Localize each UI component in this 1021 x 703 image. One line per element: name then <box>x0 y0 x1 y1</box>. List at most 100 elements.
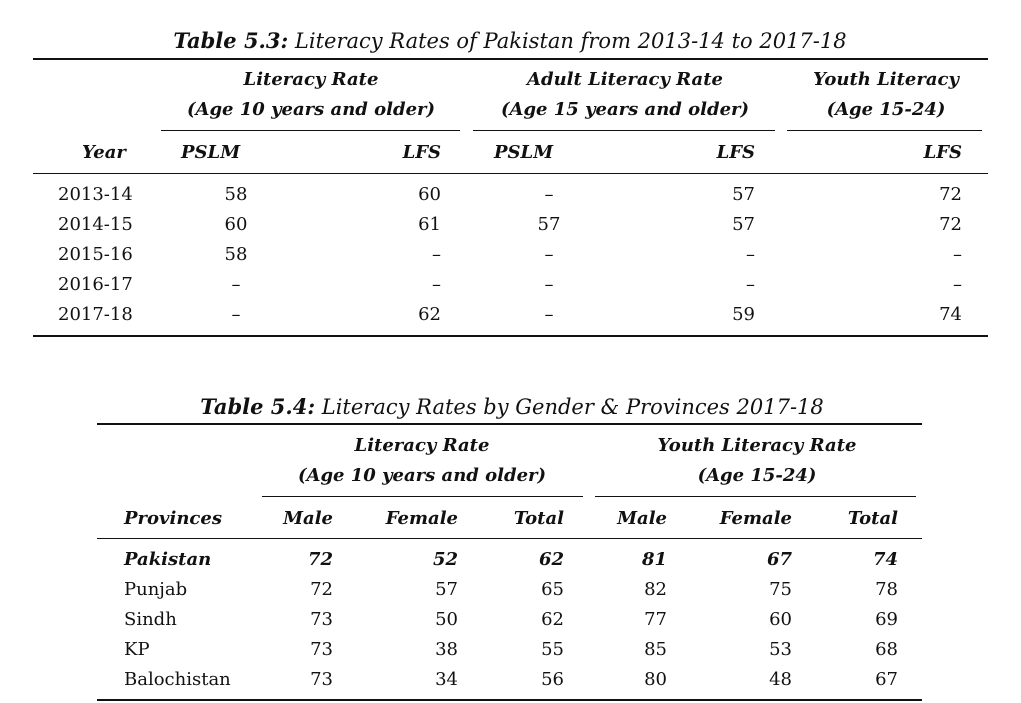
group-rule-youth <box>595 496 916 497</box>
group-subheader-youth-literacy-rate: (Age 15-24) <box>697 465 817 486</box>
cell-value: 62 <box>418 304 441 325</box>
bottom-rule <box>97 699 922 701</box>
cell-value: 48 <box>769 669 792 690</box>
group-subheader-adult-literacy: (Age 15 years and older) <box>500 99 750 120</box>
cell-value: 57 <box>435 579 458 600</box>
caption-label: Table 5.3: <box>173 28 289 53</box>
column-header-pslm: PSLM <box>181 142 241 163</box>
cell-value: – <box>746 274 755 295</box>
cell-value: 80 <box>644 669 667 690</box>
group-subheader-youth-literacy: (Age 15-24) <box>826 99 946 120</box>
cell-value: 85 <box>644 639 667 660</box>
column-header-provinces: Provinces <box>124 508 222 529</box>
cell-value: 72 <box>939 214 962 235</box>
cell-value: 69 <box>875 609 898 630</box>
cell-value: 67 <box>766 549 792 570</box>
column-header-total: Total <box>847 508 898 529</box>
cell-value: 34 <box>435 669 458 690</box>
group-header-literacy-rate: Literacy Rate <box>354 435 490 456</box>
cell-province: Punjab <box>124 579 188 600</box>
cell-value: 61 <box>418 214 441 235</box>
table-caption: Table 5.4: Literacy Rates by Gender & Pr… <box>200 394 824 419</box>
column-header-lfs: LFS <box>716 142 755 163</box>
cell-value: 58 <box>224 184 248 205</box>
group-rule-literacy <box>161 130 460 131</box>
cell-value: 53 <box>769 639 792 660</box>
group-header-youth-literacy-rate: Youth Literacy Rate <box>657 435 857 456</box>
column-header-lfs: LFS <box>923 142 962 163</box>
cell-value: 57 <box>732 214 755 235</box>
cell-year: 2014-15 <box>58 214 133 235</box>
cell-value: 56 <box>541 669 564 690</box>
caption-label: Table 5.4: <box>200 394 316 419</box>
cell-value: 60 <box>418 184 441 205</box>
top-rule <box>97 423 922 425</box>
cell-value: – <box>544 244 554 265</box>
cell-year: 2015-16 <box>58 244 133 265</box>
table-caption: Table 5.3: Literacy Rates of Pakistan fr… <box>173 28 846 53</box>
cell-value: – <box>953 244 962 265</box>
cell-value: 52 <box>432 549 458 570</box>
cell-province: Balochistan <box>124 669 231 690</box>
group-rule-literacy <box>262 496 583 497</box>
cell-value: 65 <box>541 579 564 600</box>
cell-value: 62 <box>538 549 564 570</box>
caption-text: Literacy Rates by Gender & Provinces 201… <box>321 395 824 419</box>
cell-value: – <box>231 274 241 295</box>
cell-value: – <box>231 304 241 325</box>
cell-year: 2016-17 <box>58 274 133 295</box>
group-header-literacy-rate: Literacy Rate <box>243 69 379 90</box>
cell-value: 62 <box>541 609 564 630</box>
cell-value: 38 <box>435 639 458 660</box>
cell-value: – <box>432 244 441 265</box>
column-header-female: Female <box>385 508 458 529</box>
column-header-year: Year <box>82 142 126 163</box>
cell-value: 59 <box>732 304 755 325</box>
cell-value: 78 <box>875 579 898 600</box>
cell-value: 67 <box>875 669 898 690</box>
group-subheader-literacy-rate: (Age 10 years and older) <box>297 465 547 486</box>
column-header-male: Male <box>617 508 667 529</box>
cell-value: 57 <box>537 214 561 235</box>
group-rule-adult <box>473 130 775 131</box>
caption-text: Literacy Rates of Pakistan from 2013-14 … <box>294 29 847 53</box>
group-subheader-literacy-rate: (Age 10 years and older) <box>186 99 436 120</box>
cell-value: – <box>432 274 441 295</box>
header-rule <box>33 173 988 174</box>
cell-value: – <box>746 244 755 265</box>
cell-value: 72 <box>939 184 962 205</box>
cell-value: – <box>544 184 554 205</box>
top-rule <box>33 58 988 60</box>
cell-value: 74 <box>939 304 962 325</box>
cell-value: – <box>953 274 962 295</box>
cell-value: 81 <box>641 549 667 570</box>
group-header-adult-literacy: Adult Literacy Rate <box>527 69 723 90</box>
column-header-total: Total <box>513 508 564 529</box>
cell-value: 72 <box>307 549 333 570</box>
cell-value: 82 <box>644 579 667 600</box>
cell-value: 68 <box>875 639 898 660</box>
cell-value: 60 <box>224 214 248 235</box>
cell-value: 60 <box>769 609 792 630</box>
cell-value: 73 <box>310 639 333 660</box>
cell-value: 73 <box>310 609 333 630</box>
cell-province: Pakistan <box>124 549 212 570</box>
column-header-male: Male <box>283 508 333 529</box>
cell-value: 57 <box>732 184 755 205</box>
cell-value: 55 <box>541 639 564 660</box>
bottom-rule <box>33 335 988 337</box>
cell-value: – <box>544 274 554 295</box>
cell-year: 2013-14 <box>58 184 133 205</box>
group-rule-youth <box>787 130 982 131</box>
cell-value: 73 <box>310 669 333 690</box>
cell-value: 72 <box>310 579 333 600</box>
cell-value: 75 <box>769 579 792 600</box>
cell-value: 74 <box>872 549 898 570</box>
column-header-female: Female <box>719 508 792 529</box>
group-header-youth-literacy: Youth Literacy <box>813 69 959 90</box>
cell-value: – <box>544 304 554 325</box>
header-rule <box>97 538 922 539</box>
column-header-pslm: PSLM <box>494 142 554 163</box>
cell-value: 77 <box>644 609 667 630</box>
cell-province: Sindh <box>124 609 177 630</box>
